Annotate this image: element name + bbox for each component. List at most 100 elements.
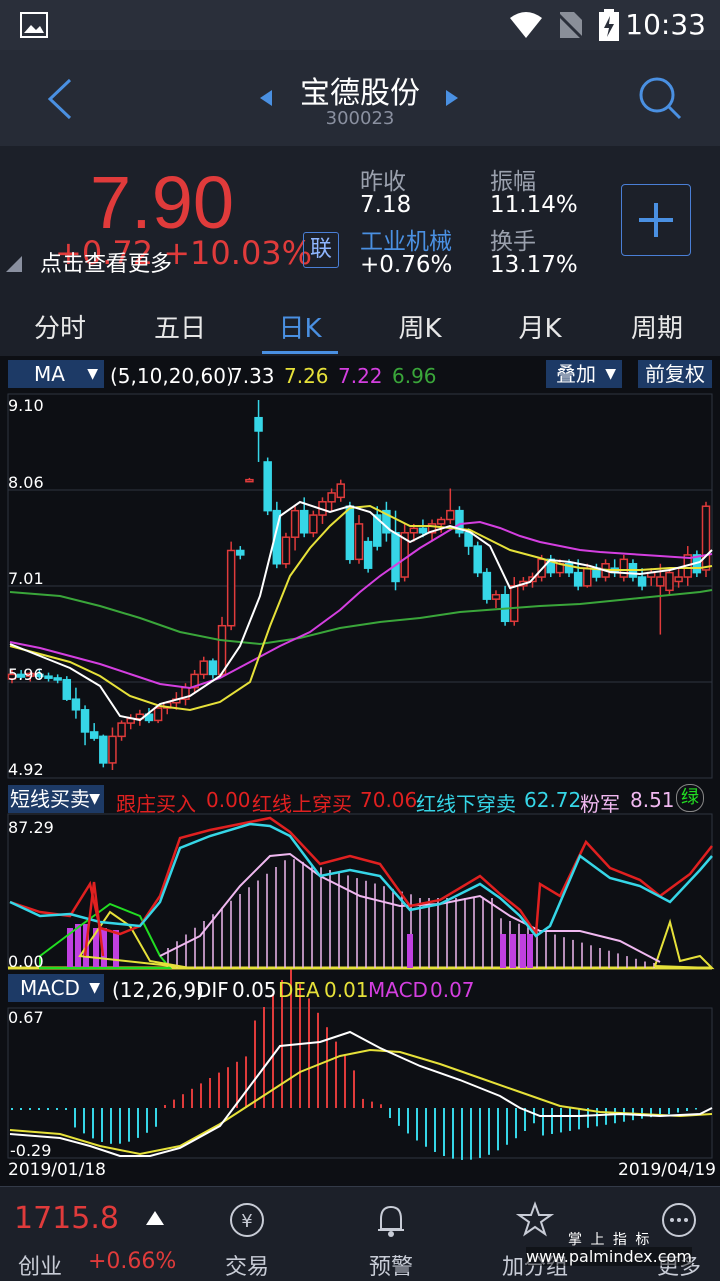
candle-down [99,735,108,764]
candle-down [373,514,382,547]
purple-bar [527,934,533,968]
macd-value: 0.07 [430,978,475,1002]
ma60-value: 6.96 [392,364,437,388]
back-icon[interactable] [44,78,74,120]
quote-panel[interactable]: 7.90 +0.72 +10.03% 点击查看更多 联 昨收 7.18 工业机械… [0,146,720,296]
candle-down [89,731,99,739]
candle-up [509,585,519,623]
candle-down [62,678,72,700]
candle-down [382,509,391,534]
nav-add-group[interactable]: 加分组 [501,1255,568,1280]
ma-selector-label: MA [34,362,65,386]
industry-link[interactable]: 工业机械 [360,229,452,255]
macd-selector[interactable]: MACD ▼ [8,974,104,1002]
adjust-button[interactable]: 前复权 [638,360,712,388]
candle-up [583,567,592,587]
pink-volume-bars [67,859,655,968]
tab-monthly-k[interactable]: 月K [518,314,562,344]
next-stock-icon[interactable] [444,88,460,108]
purple-bar [407,934,413,968]
red-cross-sell-value: 62.72 [524,788,582,812]
index-change: +0.66% [88,1249,177,1274]
pink-line [159,852,661,963]
candle-down [391,532,400,583]
ma-selector[interactable]: MA ▼ [8,360,104,388]
watermark-title: 掌 上 指 标 [568,1232,652,1248]
search-icon[interactable] [638,76,682,120]
red-cross-buy-value: 70.06 [360,788,418,812]
follow-buy-label: 跟庄买入 [116,792,196,816]
candle-down [363,540,373,569]
trade-icon[interactable]: ¥ [228,1201,266,1239]
index-value[interactable]: 1715.8 [14,1201,119,1236]
dea-label: DEA [278,978,320,1002]
turnover-label: 换手 [490,229,536,255]
indicator2-label: 短线买卖 [10,787,90,811]
red-spike [83,881,105,957]
dea-line [9,1048,713,1156]
chart-area[interactable]: MA ▼ (5,10,20,60) 7.33 7.26 7.22 6.96 叠加… [0,356,720,1186]
tab-weekly-k[interactable]: 周K [398,314,442,344]
no-sim-icon [556,12,584,40]
up-arrow-icon [146,1211,164,1225]
tab-minute[interactable]: 分时 [33,314,86,344]
ma-lines [9,500,713,722]
current-price: 7.90 [90,161,235,244]
candle-down [272,509,282,565]
price-axis-3: 7.01 [8,569,44,588]
green-badge[interactable]: 绿 [676,784,704,812]
clock: 10:33 [625,8,706,41]
tab-period[interactable]: 周期 [630,314,683,344]
macd-selector-label: MACD [20,976,80,1000]
prev-stock-icon[interactable] [258,88,274,108]
candle-down [35,673,44,678]
candle-up [400,532,409,578]
candle-up [665,571,674,592]
ma10-line [9,504,713,712]
end-date: 2019/04/19 [618,1160,716,1180]
price-axis-4: 5.96 [8,665,44,684]
candle-down [473,545,482,574]
candles [7,400,711,770]
nav-trade[interactable]: 交易 [224,1255,269,1280]
candle-down [16,673,26,678]
candle-up [674,576,683,583]
candle-down [482,571,492,600]
candle-up [7,673,17,680]
indicator2-top: 87.29 [8,818,54,837]
tab-daily-k[interactable]: 日K [278,314,322,344]
macd-top: 0.67 [8,1008,44,1027]
ma-params: (5,10,20,60) [110,364,234,388]
nav-alert[interactable]: 预警 [368,1255,413,1280]
cyan-line [9,822,713,938]
kline-chart[interactable] [0,356,720,1186]
candle-up [245,478,254,483]
bell-icon[interactable] [372,1201,410,1239]
candle-up [153,707,163,722]
candle-up [117,722,126,738]
add-watchlist-button[interactable] [621,184,691,256]
price-change: +0.72 +10.03% [55,234,313,272]
period-tabs: 分时 五日 日K 周K 月K 周期 [0,296,720,357]
ma20-line [9,520,713,690]
dropdown-icon: ▼ [89,791,100,807]
more-hint[interactable]: 点击查看更多 [40,252,173,277]
link-badge[interactable]: 联 [303,232,339,268]
star-icon[interactable] [516,1201,554,1239]
candle-up [336,483,345,499]
indicator2-selector[interactable]: 短线买卖 ▼ [8,785,104,813]
nav-more[interactable]: 更多 [656,1255,701,1280]
battery-charging-icon [599,9,619,41]
indicator2-lines [9,816,715,970]
stock-code: 300023 [325,108,395,129]
prev-close-label: 昨收 [360,169,406,195]
tab-five-day[interactable]: 五日 [153,314,206,344]
red-cross-buy-label: 红线上穿买 [252,792,352,816]
overlay-selector[interactable]: 叠加 ▼ [546,360,622,388]
candle-up [226,549,236,627]
follow-buy-value: 0.00 [206,788,251,812]
svg-text:¥: ¥ [241,1211,252,1232]
more-icon[interactable] [660,1201,698,1239]
candle-up [309,514,318,534]
candle-down [254,416,263,432]
